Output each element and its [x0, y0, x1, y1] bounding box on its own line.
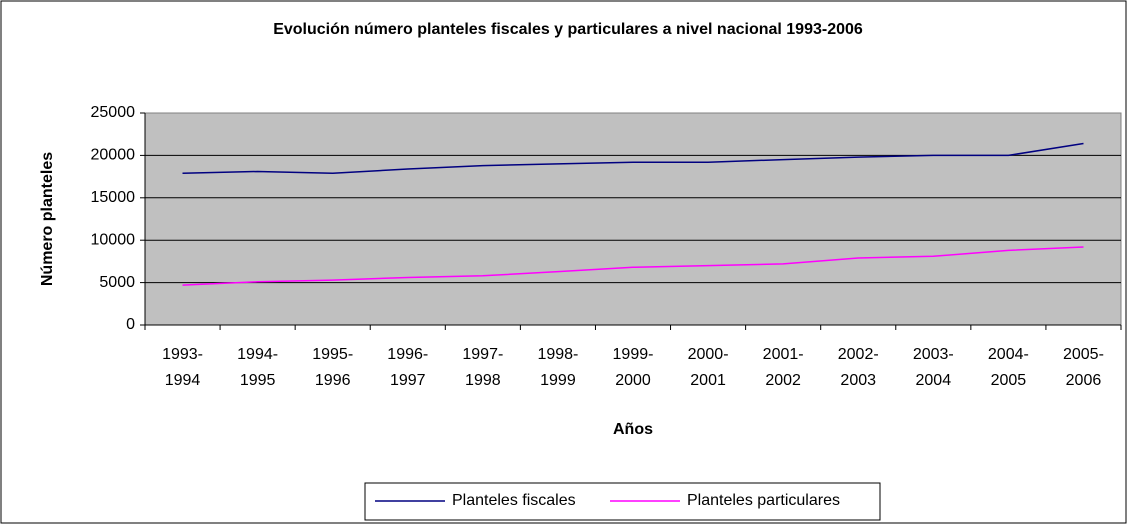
x-tick-label: 2005-2006	[1062, 346, 1104, 389]
series-line	[182, 246, 1084, 286]
x-tick-label: 2003-2004	[912, 346, 954, 389]
x-tick-label: 1997-1998	[462, 346, 504, 389]
x-tick-label: 2004-2005	[987, 346, 1029, 389]
y-axis-label: Número planteles	[39, 152, 56, 286]
x-tick-label: 1993-1994	[162, 346, 203, 389]
legend-label: Planteles particulares	[687, 492, 840, 509]
x-tick-label: 2000-2001	[687, 346, 729, 389]
y-tick-label: 25000	[91, 104, 136, 121]
y-tick-label: 0	[126, 316, 135, 333]
y-tick-label: 5000	[99, 274, 135, 291]
y-tick-label: 20000	[91, 147, 136, 164]
x-tick-label: 1996-1997	[387, 346, 429, 389]
x-tick-label: 1994-1995	[237, 346, 279, 389]
plot-area	[144, 112, 1122, 326]
chart-title: Evolución número planteles fiscales y pa…	[273, 21, 863, 38]
y-tick-label: 10000	[91, 231, 136, 248]
series-line	[182, 142, 1084, 174]
x-tick-label: 1998-1999	[537, 346, 579, 389]
legend-label: Planteles fiscales	[452, 492, 576, 509]
x-tick-label: 1995-1996	[312, 346, 354, 389]
x-tick-label: 2002-2003	[837, 346, 879, 389]
y-tick-label: 15000	[91, 189, 136, 206]
x-axis-label: Años	[613, 421, 653, 438]
x-tick-label: 1999-2000	[612, 346, 654, 389]
x-tick-label: 2001-2002	[762, 346, 804, 389]
